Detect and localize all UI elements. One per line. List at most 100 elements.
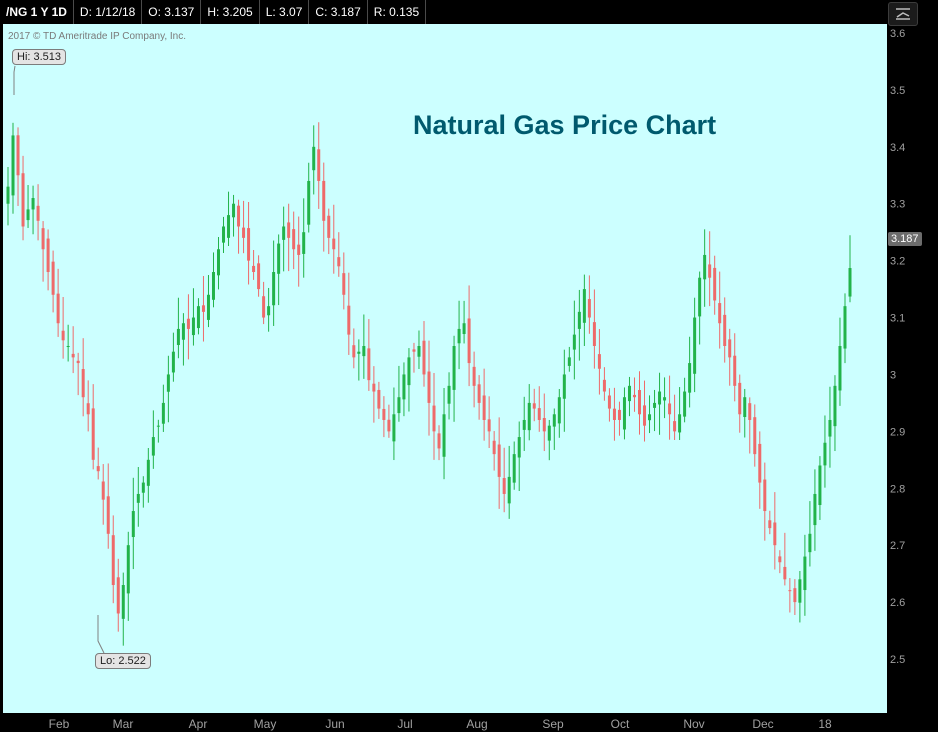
candle-body bbox=[252, 265, 256, 273]
candle-body bbox=[186, 318, 190, 329]
x-tick-label: May bbox=[254, 717, 277, 731]
candle-body bbox=[41, 228, 45, 250]
candle-body bbox=[201, 305, 205, 312]
last-price-label: 3.187 bbox=[888, 232, 922, 246]
y-tick-label: 2.9 bbox=[890, 426, 905, 438]
candle-body bbox=[257, 263, 261, 290]
high-marker-line bbox=[13, 65, 16, 95]
candlestick-series bbox=[6, 122, 852, 646]
candle-body bbox=[663, 397, 667, 401]
candle-body bbox=[437, 433, 441, 449]
candle-body bbox=[387, 419, 391, 432]
chart-settings-icon bbox=[896, 8, 910, 20]
candle-body bbox=[848, 268, 852, 297]
candle-body bbox=[51, 261, 55, 295]
plot-area bbox=[3, 24, 887, 713]
x-tick-label: Apr bbox=[189, 717, 208, 731]
x-tick-label: Jul bbox=[397, 717, 412, 731]
candle-body bbox=[718, 303, 722, 324]
candle-body bbox=[743, 397, 747, 418]
candle-body bbox=[813, 493, 817, 526]
low-marker-line bbox=[97, 615, 105, 654]
candle-body bbox=[382, 408, 386, 420]
candle-body bbox=[412, 349, 416, 352]
candle-body bbox=[768, 520, 772, 529]
candle-body bbox=[211, 272, 215, 300]
candle-body bbox=[688, 363, 692, 393]
symbol-info-bar: /NG 1 Y 1D D: 1/12/18 O: 3.137 H: 3.205 … bbox=[0, 0, 886, 24]
x-tick-label: Jun bbox=[325, 717, 344, 731]
candle-body bbox=[457, 328, 461, 344]
candle-body bbox=[753, 417, 757, 455]
candle-body bbox=[176, 328, 180, 346]
candle-body bbox=[367, 348, 371, 381]
axis-settings-button[interactable] bbox=[888, 2, 918, 26]
candle-body bbox=[673, 421, 677, 432]
candle-body bbox=[748, 403, 752, 420]
candle-body bbox=[156, 425, 160, 427]
candle-body bbox=[267, 306, 271, 316]
candle-body bbox=[312, 146, 316, 171]
candle-body bbox=[567, 357, 571, 366]
candle-body bbox=[11, 135, 15, 196]
y-tick-label: 2.6 bbox=[890, 597, 905, 609]
candle-body bbox=[818, 465, 822, 506]
candle-body bbox=[407, 357, 411, 386]
candle-body bbox=[843, 306, 847, 349]
candle-body bbox=[116, 577, 120, 614]
candle-body bbox=[703, 254, 707, 280]
candle-body bbox=[31, 198, 35, 210]
candle-body bbox=[397, 397, 401, 414]
candle-body bbox=[362, 346, 366, 357]
y-tick-label: 2.5 bbox=[890, 654, 905, 666]
candle-body bbox=[698, 277, 702, 317]
candle-body bbox=[823, 442, 827, 466]
candle-body bbox=[277, 243, 281, 274]
candle-body bbox=[217, 249, 220, 276]
candle-body bbox=[788, 590, 792, 592]
x-tick-label: Sep bbox=[542, 717, 564, 731]
candle-body bbox=[297, 244, 301, 255]
candle-body bbox=[337, 257, 341, 267]
candle-body bbox=[472, 366, 476, 386]
candle-body bbox=[627, 385, 631, 402]
candle-body bbox=[307, 180, 311, 225]
candle-body bbox=[377, 389, 381, 409]
candle-body bbox=[803, 556, 807, 591]
candle-body bbox=[392, 414, 396, 442]
candle-body bbox=[577, 311, 581, 329]
candle-body bbox=[66, 346, 70, 347]
low-value: L: 3.07 bbox=[260, 0, 310, 24]
date-value: D: 1/12/18 bbox=[74, 0, 143, 24]
y-tick-label: 3.2 bbox=[890, 256, 905, 268]
candle-body bbox=[427, 371, 431, 403]
candle-body bbox=[607, 395, 611, 409]
y-tick-label: 2.7 bbox=[890, 540, 905, 552]
candle-body bbox=[532, 403, 536, 409]
symbol-label[interactable]: /NG 1 Y 1D bbox=[0, 0, 74, 24]
copyright-text: 2017 © TD Ameritrade IP Company, Inc. bbox=[8, 31, 187, 42]
candle-body bbox=[733, 355, 737, 386]
x-tick-label: 18 bbox=[818, 717, 832, 731]
candle-body bbox=[121, 585, 125, 619]
candle-body bbox=[56, 293, 60, 324]
candle-body bbox=[547, 425, 551, 441]
candle-body bbox=[517, 437, 521, 458]
high-value: H: 3.205 bbox=[201, 0, 260, 24]
candle-body bbox=[512, 454, 516, 483]
candle-body bbox=[181, 323, 185, 340]
candle-body bbox=[492, 440, 496, 455]
candle-body bbox=[648, 414, 652, 421]
y-tick-label: 3.5 bbox=[890, 85, 905, 97]
candle-body bbox=[317, 149, 321, 181]
candle-body bbox=[71, 353, 75, 358]
candle-body bbox=[86, 403, 90, 415]
candle-body bbox=[833, 385, 837, 427]
candle-body bbox=[467, 318, 471, 364]
candle-body bbox=[146, 459, 150, 486]
candle-body bbox=[828, 419, 832, 437]
extreme-markers bbox=[13, 65, 105, 654]
candle-body bbox=[612, 408, 616, 420]
open-value: O: 3.137 bbox=[142, 0, 202, 24]
